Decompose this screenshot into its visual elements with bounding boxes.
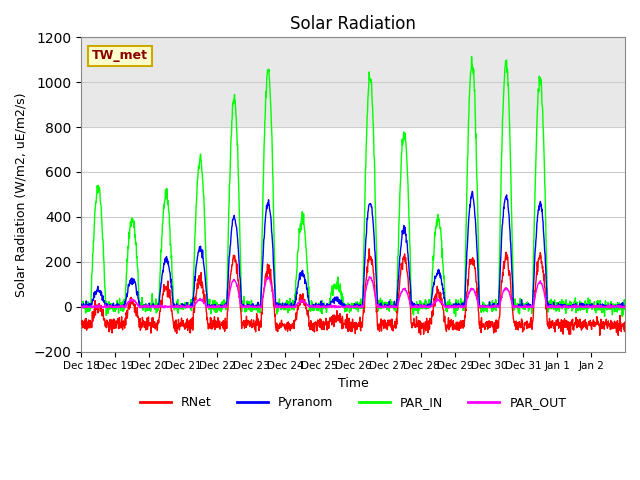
X-axis label: Time: Time <box>338 377 369 390</box>
Y-axis label: Solar Radiation (W/m2, uE/m2/s): Solar Radiation (W/m2, uE/m2/s) <box>15 92 28 297</box>
Legend: RNet, Pyranom, PAR_IN, PAR_OUT: RNet, Pyranom, PAR_IN, PAR_OUT <box>135 391 572 414</box>
Bar <box>81 37 625 127</box>
Title: Solar Radiation: Solar Radiation <box>290 15 416 33</box>
Bar <box>81 127 625 351</box>
Text: TW_met: TW_met <box>92 49 148 62</box>
